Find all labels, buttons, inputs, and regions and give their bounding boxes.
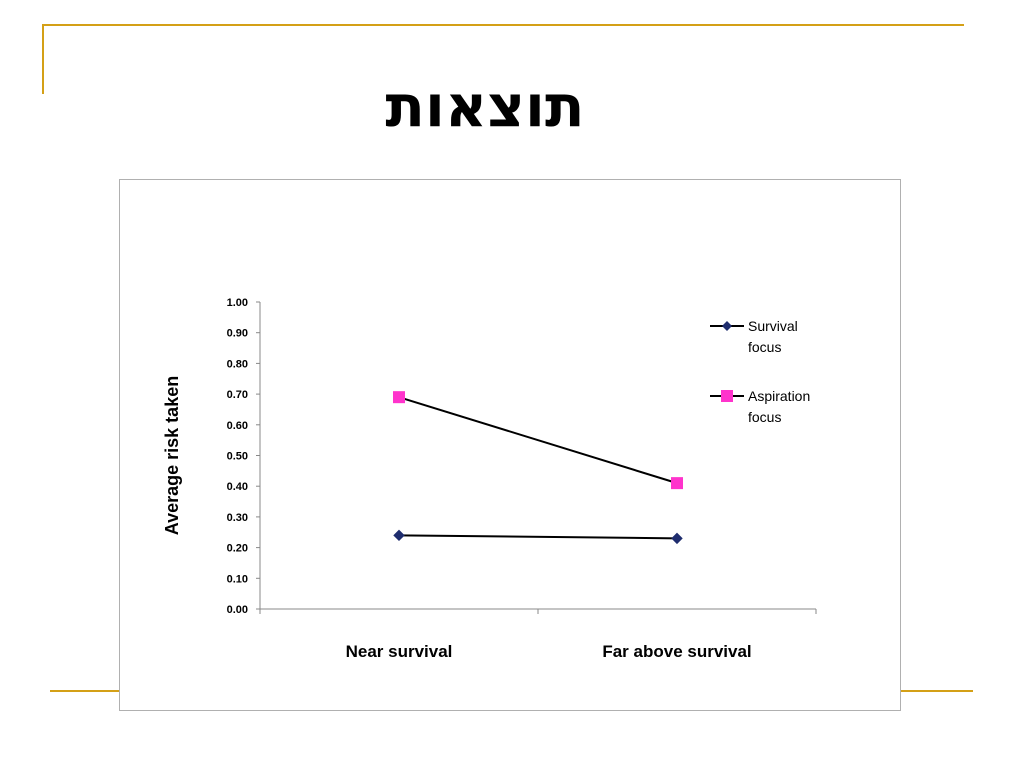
legend-marker-aspiration [721, 390, 733, 402]
y-tick-label: 0.90 [227, 328, 248, 340]
data-point-aspiration [671, 477, 683, 490]
y-axis-title: Average risk taken [162, 376, 182, 535]
y-tick-label: 0.80 [227, 358, 248, 370]
top-accent-rule [42, 24, 964, 26]
data-point-aspiration [393, 391, 405, 404]
y-tick-label: 0.10 [227, 573, 248, 585]
y-tick-label: 0.70 [227, 389, 248, 401]
legend-marker-survival [722, 321, 732, 331]
y-tick-label: 0.50 [227, 451, 248, 463]
y-tick-label: 1.00 [227, 297, 248, 309]
y-tick-label: 0.30 [227, 512, 248, 524]
legend-label: Aspiration [748, 388, 810, 404]
series-line-aspiration [398, 396, 678, 485]
data-point-survival [671, 532, 683, 545]
y-tick-label: 0.60 [227, 420, 248, 432]
y-tick-label: 0.40 [227, 481, 248, 493]
x-tick-label: Far above survival [602, 642, 751, 661]
legend-label: Survival [748, 318, 798, 334]
y-tick-label: 0.00 [227, 604, 248, 616]
bottom-accent-rule-left [50, 690, 122, 692]
x-tick-label: Near survival [346, 642, 453, 661]
data-point-survival [393, 529, 405, 542]
line-chart: 0.00 0.10 0.20 0.30 0.40 0.50 0.60 0.70 0.80 0.90… [162, 297, 817, 661]
chart-frame: 0.00 0.10 0.20 0.30 0.40 0.50 0.60 0.70 0.80 0.90… [119, 179, 901, 711]
bottom-accent-rule-right [901, 690, 973, 692]
legend-label: focus [748, 409, 781, 425]
slide-title: תוצאות [385, 72, 585, 140]
y-tick-label: 0.20 [227, 543, 248, 555]
series-line-survival [398, 534, 678, 540]
legend-label: focus [748, 339, 781, 355]
left-accent-rule [42, 24, 44, 94]
